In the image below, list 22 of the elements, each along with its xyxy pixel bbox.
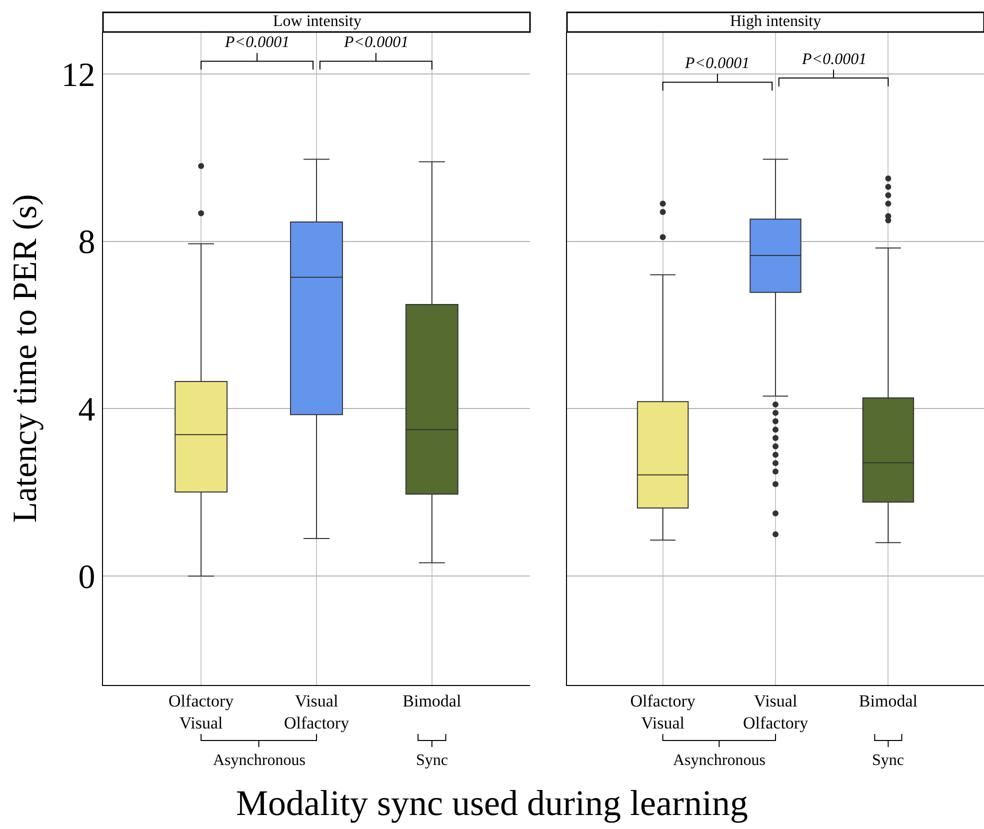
y-axis-title: Latency time to PER (s) bbox=[6, 194, 44, 523]
y-tick-label: 4 bbox=[78, 392, 96, 429]
text: Asynchronous bbox=[213, 752, 306, 769]
x-tick-label: Bimodal bbox=[858, 691, 918, 710]
x-tick-label: Olfactory Visual bbox=[168, 691, 234, 732]
y-tick-label: 0 bbox=[78, 559, 96, 596]
y-tick-label: 12 bbox=[61, 56, 96, 94]
annotation: P<0.0001 bbox=[343, 34, 409, 51]
annotation: P<0.0001 bbox=[224, 34, 290, 51]
y-tick-label: 8 bbox=[78, 224, 96, 262]
chart-title: Low intensity bbox=[273, 13, 362, 30]
text: Sync bbox=[872, 752, 904, 769]
x-tick-label: Visual Olfactory bbox=[284, 691, 350, 732]
text: Sync bbox=[416, 752, 448, 769]
x-tick-label: Olfactory Visual bbox=[630, 691, 696, 732]
annotation: P<0.0001 bbox=[801, 51, 867, 68]
x-axis-title: Modality sync used during learning bbox=[235, 782, 749, 824]
x-tick-label: Bimodal bbox=[402, 691, 462, 710]
chart-title: High intensity bbox=[730, 13, 822, 30]
x-tick-label: Visual Olfactory bbox=[742, 691, 809, 732]
annotation: P<0.0001 bbox=[684, 55, 750, 72]
text: Asynchronous bbox=[673, 752, 766, 769]
